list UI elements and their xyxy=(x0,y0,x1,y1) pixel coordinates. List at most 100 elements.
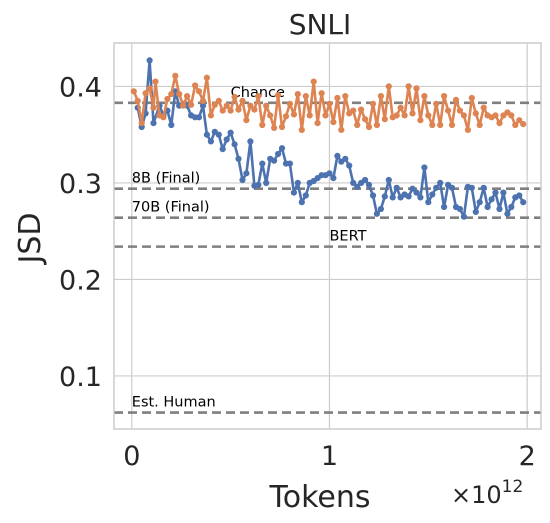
data-point xyxy=(346,162,353,169)
data-point xyxy=(354,183,361,190)
data-point xyxy=(326,170,333,177)
data-point xyxy=(134,97,141,104)
y-axis-label: JSD xyxy=(13,213,48,266)
data-point xyxy=(437,179,444,186)
data-point xyxy=(492,112,499,119)
data-point xyxy=(192,82,199,89)
reference-line-label: 70B (Final) xyxy=(132,200,210,216)
data-point xyxy=(298,126,305,133)
data-point xyxy=(512,121,519,129)
data-point xyxy=(456,107,463,114)
data-point xyxy=(433,100,440,107)
reference-line-label: Est. Human xyxy=(132,395,216,411)
data-point xyxy=(235,155,242,162)
data-point xyxy=(409,110,416,117)
data-point xyxy=(223,102,230,109)
data-point xyxy=(259,121,266,129)
data-point xyxy=(429,121,436,129)
data-point xyxy=(385,176,392,184)
data-point xyxy=(472,110,479,117)
y-tick-label: 0.2 xyxy=(59,265,102,296)
data-point xyxy=(508,203,515,211)
data-point xyxy=(195,114,203,121)
x-tick-label: 1 xyxy=(321,441,338,472)
data-point xyxy=(448,184,456,191)
data-point xyxy=(421,93,428,100)
data-point xyxy=(130,88,137,95)
data-point xyxy=(429,191,436,198)
data-point xyxy=(381,193,388,200)
data-point xyxy=(215,131,222,138)
data-point xyxy=(231,141,238,148)
data-point xyxy=(275,92,282,99)
data-point xyxy=(322,112,329,119)
data-point xyxy=(441,203,448,211)
data-point xyxy=(239,97,246,104)
data-point xyxy=(496,205,503,213)
data-point xyxy=(247,102,254,109)
data-point xyxy=(282,113,290,120)
data-point xyxy=(456,205,463,213)
data-point xyxy=(417,117,424,124)
data-point xyxy=(168,121,175,129)
data-point xyxy=(176,91,183,98)
data-point xyxy=(255,93,262,100)
data-point xyxy=(460,112,467,119)
plot-frame xyxy=(113,42,542,430)
data-point xyxy=(239,176,246,184)
data-point xyxy=(207,112,214,119)
data-point xyxy=(247,138,254,145)
reference-line-label: BERT xyxy=(329,229,366,245)
data-point xyxy=(243,170,250,177)
data-point xyxy=(464,126,471,133)
data-point xyxy=(271,157,278,164)
data-point xyxy=(298,199,305,206)
data-point xyxy=(235,106,242,113)
x-offset-base: ×10 xyxy=(451,481,502,509)
data-point xyxy=(152,78,159,85)
data-point xyxy=(215,97,222,104)
data-point xyxy=(227,129,234,136)
data-point xyxy=(425,112,432,119)
data-point xyxy=(294,179,301,186)
data-point xyxy=(362,176,369,184)
series-2 xyxy=(130,72,527,133)
data-point xyxy=(468,94,475,102)
data-point xyxy=(413,85,420,92)
data-point xyxy=(199,97,207,104)
data-point xyxy=(504,210,511,217)
data-point xyxy=(294,91,301,98)
data-point xyxy=(373,121,380,129)
data-point xyxy=(207,138,214,145)
data-point xyxy=(290,189,297,196)
data-point xyxy=(203,131,210,138)
data-point xyxy=(302,93,309,100)
data-point xyxy=(405,83,412,90)
data-point xyxy=(468,184,475,191)
data-point xyxy=(150,120,157,127)
data-point xyxy=(389,194,396,201)
data-point xyxy=(314,120,321,127)
data-point xyxy=(377,93,384,100)
data-point xyxy=(203,74,210,81)
data-point xyxy=(358,106,365,113)
data-point xyxy=(259,160,266,167)
data-point xyxy=(271,124,278,131)
data-point xyxy=(326,100,333,107)
data-point xyxy=(520,199,527,206)
data-point xyxy=(188,101,195,108)
reference-line-label: Chance xyxy=(231,85,285,101)
data-point xyxy=(472,208,479,215)
data-point xyxy=(199,102,207,109)
data-point xyxy=(516,117,523,124)
data-point xyxy=(227,107,234,114)
data-point xyxy=(330,119,337,126)
chart-title: SNLI xyxy=(289,8,352,41)
data-point xyxy=(369,192,377,199)
data-point xyxy=(164,95,171,103)
data-point xyxy=(142,90,149,97)
data-point xyxy=(373,210,380,217)
data-point xyxy=(278,123,286,131)
data-point xyxy=(520,121,527,128)
